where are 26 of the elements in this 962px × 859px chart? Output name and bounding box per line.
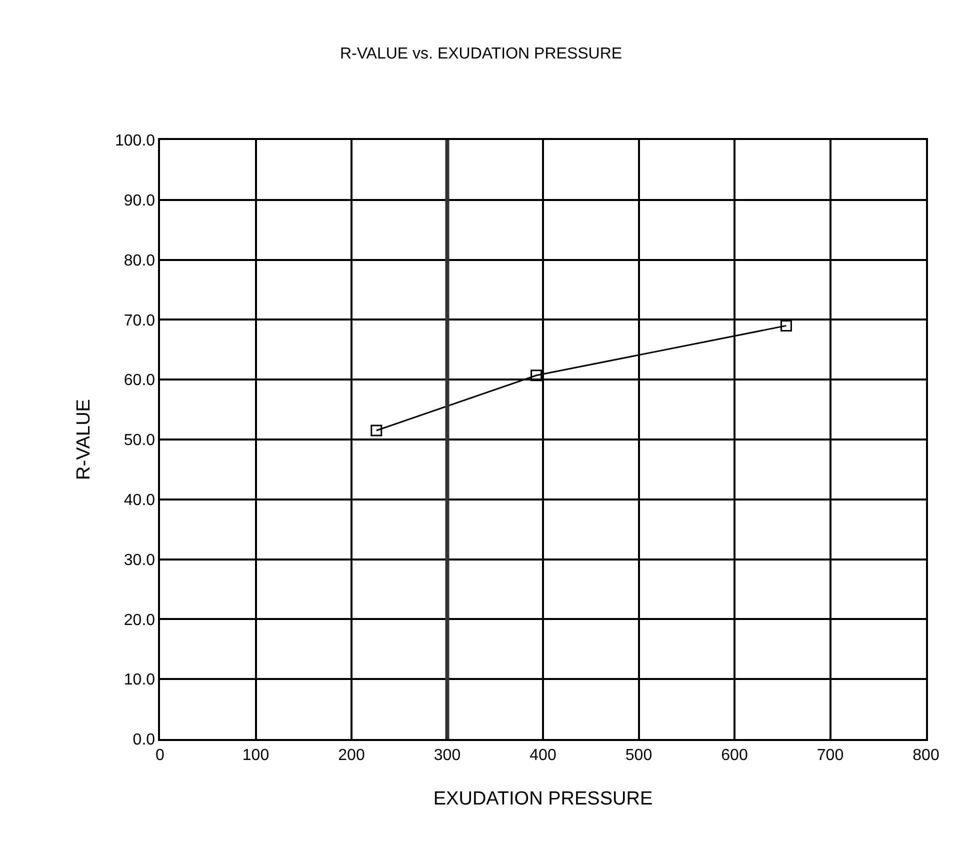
x-tick-label: 700 (816, 746, 844, 764)
y-tick-label: 10.0 (124, 672, 156, 689)
x-tick-label: 300 (434, 746, 461, 764)
y-tick-label: 70.0 (124, 312, 156, 330)
y-tick-label: 0.0 (132, 732, 156, 749)
y-tick-label: 30.0 (124, 552, 156, 569)
x-tick-label: 600 (721, 746, 748, 764)
x-tick-label: 400 (530, 746, 556, 764)
point (370, 424, 382, 436)
y-tick-label: 100.0 (115, 132, 156, 150)
x-tick-label: 200 (338, 746, 365, 764)
chart-title: R-VALUE vs. EXUDATION PRESSURE (340, 45, 622, 62)
x-tick-label: 500 (625, 746, 652, 764)
x-axis-title: EXUDATION PRESSURE (433, 788, 653, 810)
x-tick-label: 800 (912, 746, 940, 764)
y-tick-label: 90.0 (124, 192, 156, 210)
y-axis-title: R-VALUE (73, 399, 94, 480)
y-tick-label: 50.0 (124, 432, 156, 450)
x-tick-label: 0 (156, 746, 165, 764)
y-tick-label: 40.0 (124, 492, 156, 509)
y-tick-label: 20.0 (124, 612, 156, 629)
x-tick-label: 100 (242, 746, 270, 764)
point (530, 370, 542, 382)
y-tick-label: 80.0 (124, 252, 156, 270)
point (780, 320, 792, 332)
y-tick-label: 60.0 (124, 372, 156, 390)
